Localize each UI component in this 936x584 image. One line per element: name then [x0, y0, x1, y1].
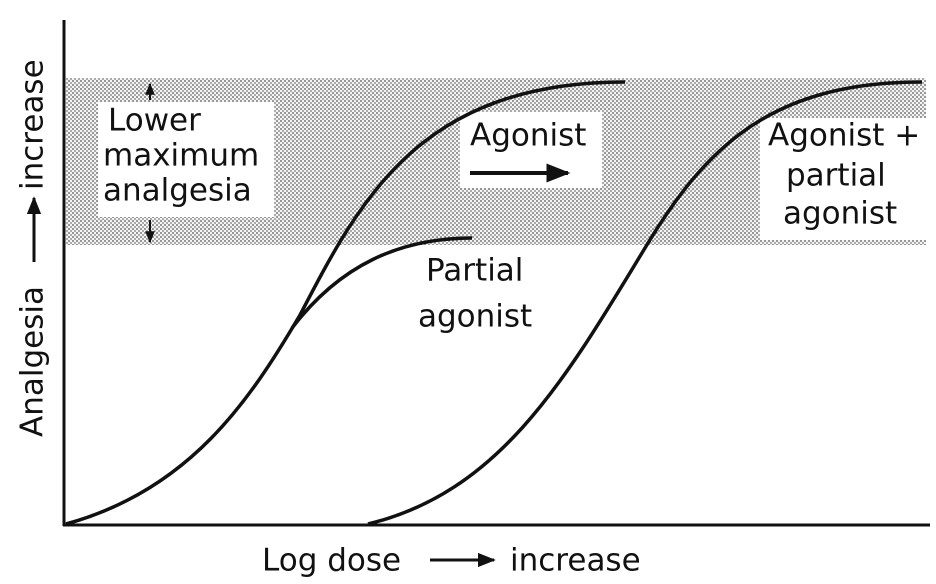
label-box: [460, 112, 602, 188]
curve-label: partial: [786, 158, 886, 194]
y-axis-label-end: increase: [15, 59, 51, 190]
label-box: [98, 102, 274, 217]
curve-label: Partial: [426, 253, 523, 289]
y-axis-label-start: Analgesia: [15, 286, 51, 437]
combined-curve: [367, 80, 923, 526]
band-label: Lower: [108, 103, 201, 139]
x-axis-label-end: increase: [510, 543, 641, 579]
axes: [62, 20, 930, 527]
agonist-curve: [65, 80, 626, 526]
band-label: maximum: [103, 138, 259, 174]
y-axis-label: Analgesia increase: [15, 59, 51, 437]
partial-agonist-curve: [290, 236, 473, 330]
curve-label: agonist: [783, 196, 897, 232]
curve-label: Agonist: [470, 118, 586, 154]
curve-label: agonist: [418, 299, 532, 335]
curves: [65, 80, 923, 526]
band-label: analgesia: [103, 173, 252, 209]
curve-label: Agonist +: [768, 118, 920, 154]
x-axis-label-start: Log dose: [262, 543, 401, 579]
label-box: [760, 118, 926, 240]
